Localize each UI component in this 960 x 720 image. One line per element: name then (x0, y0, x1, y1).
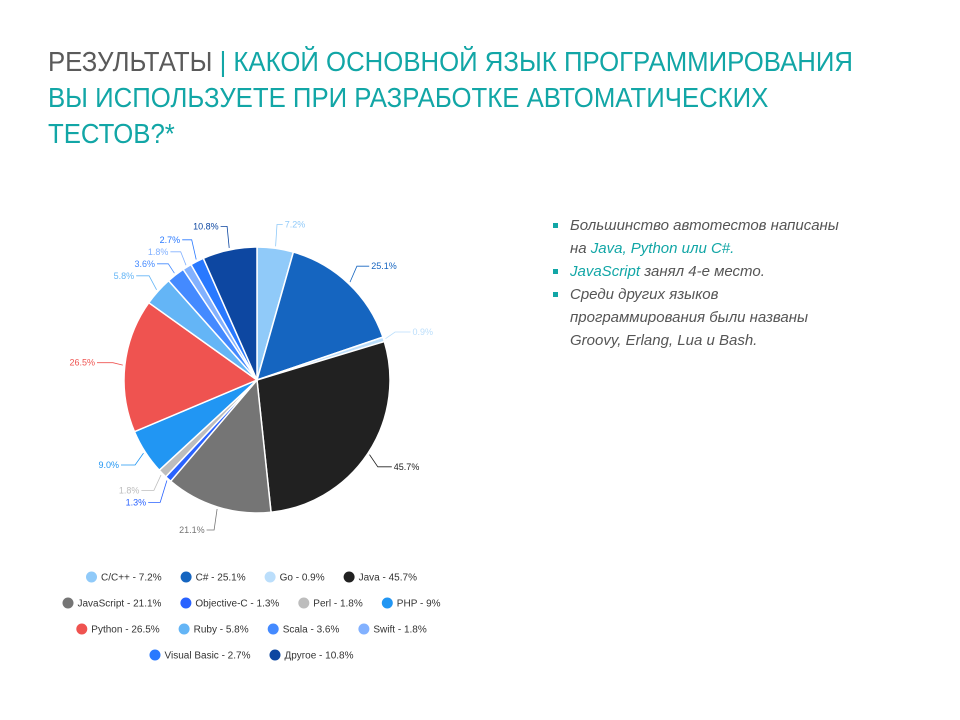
legend-swatch (381, 597, 393, 609)
pie-slice-labels: 7.2% 25.1% 0.9% 45.7% 21.1% 1.3% 1.8% 9.0% 26.5%… (69, 220, 433, 536)
finding-text: Большинство автотестов написаны на (570, 217, 839, 257)
slide-title: Результаты | Какой основной язык програм… (48, 44, 858, 152)
pie-leader-line (141, 474, 162, 491)
finding-item: JavaScript занял 4-е место. (552, 260, 852, 283)
pie-leader-line (148, 480, 168, 503)
legend-label: C/C++ - 7.2% (101, 573, 162, 584)
pie-leader-line (275, 224, 283, 247)
legend-swatch (267, 623, 279, 635)
slide-title-separator: | (212, 46, 234, 77)
pie-slice-label: 9.0% (98, 460, 119, 470)
pie-leader-line (157, 263, 175, 274)
legend-swatch (264, 571, 276, 583)
pie-leader-line (385, 331, 411, 340)
pie-slice-python (123, 301, 259, 433)
legend-swatch (76, 623, 88, 635)
finding-text: Среди других языков программирования был… (570, 286, 809, 349)
finding-item: Большинство автотестов написаны на Java,… (552, 214, 852, 260)
legend-label: Java - 45.7% (359, 573, 417, 584)
legend-label: Другое - 10.8% (285, 651, 354, 662)
pie-label-leaders (97, 224, 411, 531)
legend-label: Go - 0.9% (280, 573, 325, 584)
pie-leader-line (206, 508, 218, 531)
legend-swatch (86, 571, 97, 583)
pie-slice-label: 0.9% (413, 327, 434, 337)
pie-slice-label: 1.8% (148, 247, 169, 257)
legend-label: Scala - 3.6% (283, 625, 340, 636)
pie-leader-line (349, 265, 370, 283)
pie-slice-label: 10.8% (193, 221, 219, 231)
finding-text: занял 4-е место. (640, 263, 765, 280)
pie-leader-line (97, 362, 123, 366)
legend-label: Perl - 1.8% (313, 599, 363, 610)
pie-slice-label: 2.7% (160, 235, 181, 245)
finding-highlight: JavaScript (570, 263, 641, 280)
pie-slice-label: 45.7% (394, 462, 420, 472)
pie-slice-c- (255, 251, 384, 382)
legend-swatch (358, 623, 370, 635)
pie-slice-javascript (169, 378, 272, 514)
pie-leader-line (182, 239, 197, 260)
legend-swatch (178, 623, 190, 635)
legend-label: Objective-C - 1.3% (195, 599, 279, 610)
pie-slice-label: 1.3% (126, 497, 147, 507)
slide-title-lead: Результаты (48, 46, 213, 77)
pie-slice-label: 1.8% (119, 485, 140, 495)
pie-leader-line (220, 225, 230, 248)
legend-swatch (298, 597, 310, 609)
pie-slice-label: 3.6% (134, 259, 155, 269)
pie-slice-java (256, 340, 391, 514)
pie-leader-line (170, 251, 187, 266)
legend-label: Python - 26.5% (91, 625, 159, 636)
legend-swatch (269, 649, 281, 661)
pie-leader-line (369, 454, 392, 468)
pie-leader-line (136, 275, 157, 290)
pie-slice-label: 7.2% (285, 220, 306, 230)
pie-slice-label: 5.8% (114, 271, 135, 281)
pie-slice-label: 26.5% (69, 358, 95, 368)
pie-slice-label: 25.1% (371, 261, 397, 271)
pie-slice-другое (202, 246, 258, 381)
legend-swatch (343, 571, 355, 583)
legend-label: Ruby - 5.8% (194, 625, 249, 636)
finding-item: Среди других языков программирования был… (552, 283, 852, 352)
slide-title-question: Какой основной язык программирования вы … (48, 46, 854, 149)
chart-legend: C/C++ - 7.2% C# - 25.1% Go - 0.9% Java - 45… (62, 571, 441, 662)
legend-label: Visual Basic - 2.7% (165, 651, 251, 662)
legend-label: JavaScript - 21.1% (78, 599, 162, 610)
findings-list: Большинство автотестов написаны на Java,… (552, 214, 852, 352)
legend-swatch (180, 597, 192, 609)
legend-label: Swift - 1.8% (373, 625, 426, 636)
legend-swatch (62, 597, 74, 609)
finding-highlight: Java, Python или C#. (590, 240, 735, 257)
pie-slices (123, 246, 391, 514)
pie-slice-label: 21.1% (179, 525, 205, 535)
legend-label: PHP - 9% (397, 599, 441, 610)
legend-label: C# - 25.1% (196, 573, 246, 584)
pie-leader-line (121, 452, 144, 466)
legend-swatch (149, 649, 161, 661)
legend-swatch (180, 571, 192, 583)
